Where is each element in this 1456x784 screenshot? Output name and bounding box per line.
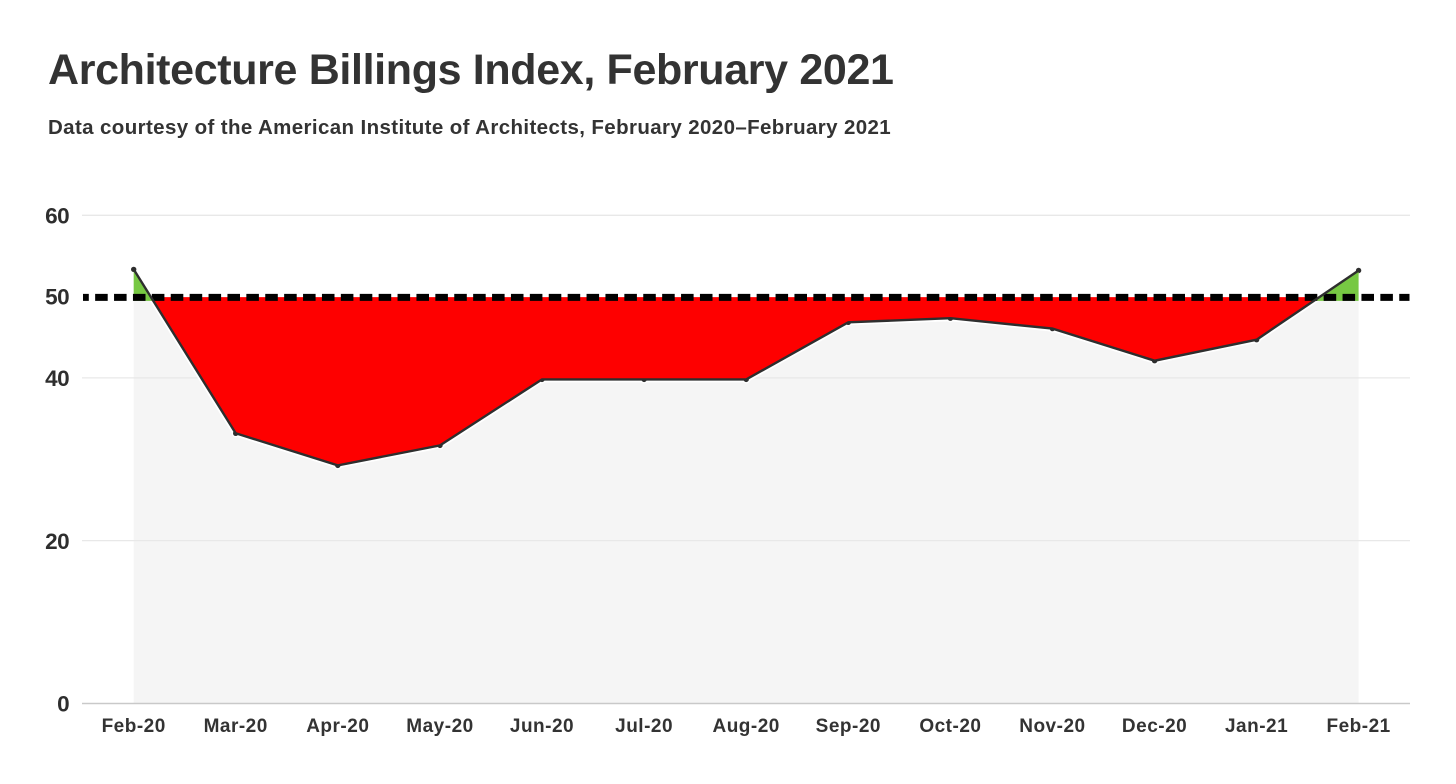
- svg-text:Apr-20: Apr-20: [306, 716, 369, 737]
- svg-text:Mar-20: Mar-20: [204, 716, 268, 737]
- svg-text:Dec-20: Dec-20: [1122, 716, 1187, 737]
- svg-text:Jan-21: Jan-21: [1225, 716, 1288, 737]
- svg-text:Jun-20: Jun-20: [510, 716, 574, 737]
- svg-text:50: 50: [45, 285, 69, 310]
- svg-text:Feb-21: Feb-21: [1326, 716, 1390, 737]
- svg-text:20: 20: [45, 529, 69, 554]
- svg-text:Feb-20: Feb-20: [102, 716, 166, 737]
- svg-text:Nov-20: Nov-20: [1019, 716, 1085, 737]
- svg-text:May-20: May-20: [406, 716, 473, 737]
- svg-text:Jul-20: Jul-20: [615, 716, 673, 737]
- svg-text:0: 0: [57, 692, 69, 717]
- svg-text:40: 40: [45, 366, 69, 391]
- svg-text:60: 60: [45, 204, 69, 229]
- svg-text:Aug-20: Aug-20: [712, 716, 779, 737]
- svg-text:Sep-20: Sep-20: [816, 716, 881, 737]
- svg-text:Oct-20: Oct-20: [919, 716, 981, 737]
